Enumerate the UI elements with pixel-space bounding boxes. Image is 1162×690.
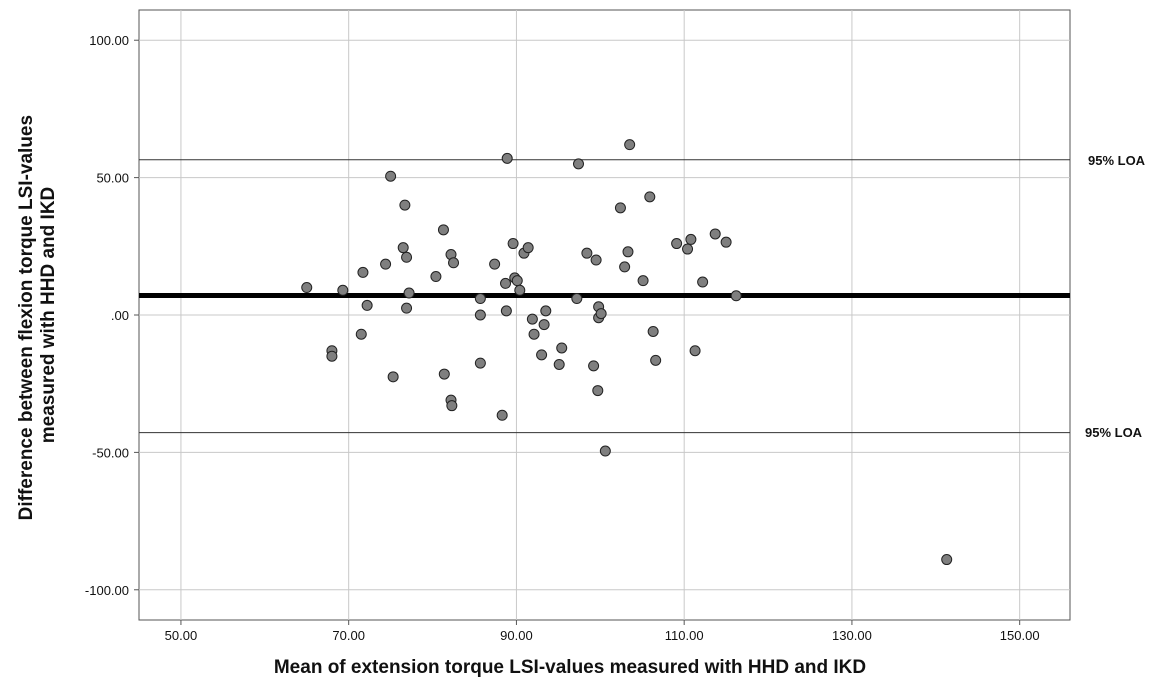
scatter-point <box>437 224 449 236</box>
scatter-point <box>581 247 593 259</box>
scatter-point <box>536 349 548 361</box>
y-tick-label: -100.00 <box>85 583 129 598</box>
scatter-point <box>556 342 568 354</box>
loa-lower-label: 95% LOA <box>1085 425 1143 440</box>
scatter-point <box>403 287 415 299</box>
scatter-point <box>592 385 604 397</box>
scatter-point <box>489 258 501 270</box>
scatter-point <box>511 275 523 287</box>
scatter-point <box>637 275 649 287</box>
loa-upper-label: 95% LOA <box>1088 153 1146 168</box>
scatter-point <box>528 328 540 340</box>
y-axis-title-line-1: Difference between flexion torque LSI-va… <box>16 115 37 520</box>
scatter-point <box>430 271 442 283</box>
scatter-point <box>720 236 732 248</box>
scatter-point <box>326 350 338 362</box>
scatter-point <box>501 152 513 164</box>
scatter-point <box>474 293 486 305</box>
scatter-point <box>500 305 512 317</box>
y-axis-title-line-2: measured with HHD and IKD <box>38 187 59 444</box>
scatter-point <box>526 313 538 325</box>
scatter-point <box>619 261 631 273</box>
scatter-point <box>397 242 409 254</box>
tick-labels: 50.00 70.00 90.00 110.00 130.00 150.00 100.00 5… <box>85 33 1040 643</box>
scatter-point <box>730 290 742 302</box>
scatter-point <box>387 371 399 383</box>
scatter-point <box>709 228 721 240</box>
data-points <box>301 139 953 566</box>
scatter-point <box>399 199 411 211</box>
scatter-point <box>614 202 626 214</box>
scatter-point <box>644 191 656 203</box>
scatter-point <box>571 293 583 305</box>
scatter-point <box>622 246 634 258</box>
scatter-point <box>357 266 369 278</box>
x-tick-label: 50.00 <box>165 628 198 643</box>
scatter-point <box>522 242 534 254</box>
x-tick-label: 90.00 <box>500 628 533 643</box>
scatter-point <box>650 354 662 366</box>
scatter-point <box>448 257 460 269</box>
y-tick-label: 50.00 <box>96 171 129 186</box>
scatter-point <box>682 243 694 255</box>
reference-lines <box>139 159 1070 434</box>
scatter-point <box>540 305 552 317</box>
scatter-point <box>385 170 397 182</box>
scatter-point <box>538 319 550 331</box>
scatter-point <box>595 308 607 320</box>
scatter-point <box>337 284 349 296</box>
scatter-point <box>507 238 519 250</box>
scatter-point <box>588 360 600 372</box>
scatter-point <box>380 258 392 270</box>
x-tick-label: 130.00 <box>832 628 872 643</box>
scatter-point <box>941 554 953 566</box>
scatter-point <box>438 368 450 380</box>
scatter-point <box>474 309 486 321</box>
scatter-point <box>446 400 458 412</box>
x-axis-title: Mean of extension torque LSI-values meas… <box>274 657 866 678</box>
scatter-point <box>361 299 373 311</box>
x-tick-label: 110.00 <box>665 628 704 643</box>
y-axis-title: Difference between flexion torque LSI-va… <box>16 110 59 521</box>
scatter-point <box>599 445 611 457</box>
scatter-point <box>572 158 584 170</box>
scatter-point <box>301 282 313 294</box>
scatter-point <box>401 251 413 263</box>
y-tick-label: .00 <box>111 308 129 323</box>
scatter-point <box>689 345 701 357</box>
scatter-point <box>355 328 367 340</box>
scatter-point <box>474 357 486 369</box>
scatter-point <box>500 277 512 289</box>
y-tick-label: 100.00 <box>89 33 129 48</box>
scatter-point <box>624 139 636 151</box>
scatter-point <box>685 233 697 245</box>
x-tick-label: 70.00 <box>332 628 365 643</box>
scatter-point <box>647 325 659 337</box>
scatter-point <box>590 254 602 266</box>
y-tick-label: -50.00 <box>92 445 129 460</box>
scatter-point <box>697 276 709 288</box>
scatter-point <box>671 238 683 250</box>
scatter-point <box>401 302 413 314</box>
scatter-point <box>553 358 565 370</box>
x-tick-label: 150.00 <box>1000 628 1040 643</box>
scatter-point <box>496 409 508 421</box>
scatter-point <box>514 284 526 296</box>
